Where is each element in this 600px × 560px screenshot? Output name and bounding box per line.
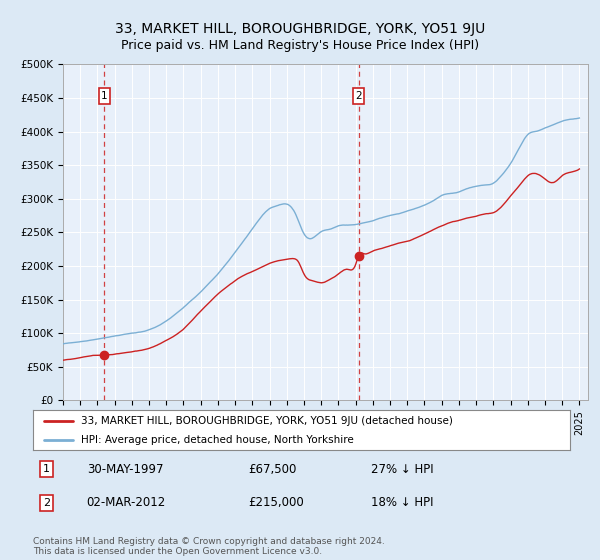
Text: £215,000: £215,000 [248,496,304,510]
Text: This data is licensed under the Open Government Licence v3.0.: This data is licensed under the Open Gov… [33,548,322,557]
Text: 18% ↓ HPI: 18% ↓ HPI [371,496,434,510]
Text: Price paid vs. HM Land Registry's House Price Index (HPI): Price paid vs. HM Land Registry's House … [121,39,479,52]
Text: 30-MAY-1997: 30-MAY-1997 [87,463,163,476]
Text: 33, MARKET HILL, BOROUGHBRIDGE, YORK, YO51 9JU (detached house): 33, MARKET HILL, BOROUGHBRIDGE, YORK, YO… [82,416,453,426]
Text: £67,500: £67,500 [248,463,296,476]
Text: 2: 2 [355,91,362,101]
Text: HPI: Average price, detached house, North Yorkshire: HPI: Average price, detached house, Nort… [82,435,354,445]
Text: 02-MAR-2012: 02-MAR-2012 [87,496,166,510]
Text: 33, MARKET HILL, BOROUGHBRIDGE, YORK, YO51 9JU: 33, MARKET HILL, BOROUGHBRIDGE, YORK, YO… [115,22,485,36]
Text: 27% ↓ HPI: 27% ↓ HPI [371,463,434,476]
Text: Contains HM Land Registry data © Crown copyright and database right 2024.: Contains HM Land Registry data © Crown c… [33,538,385,547]
Text: 1: 1 [43,464,50,474]
Text: 2: 2 [43,498,50,508]
Text: 1: 1 [101,91,108,101]
